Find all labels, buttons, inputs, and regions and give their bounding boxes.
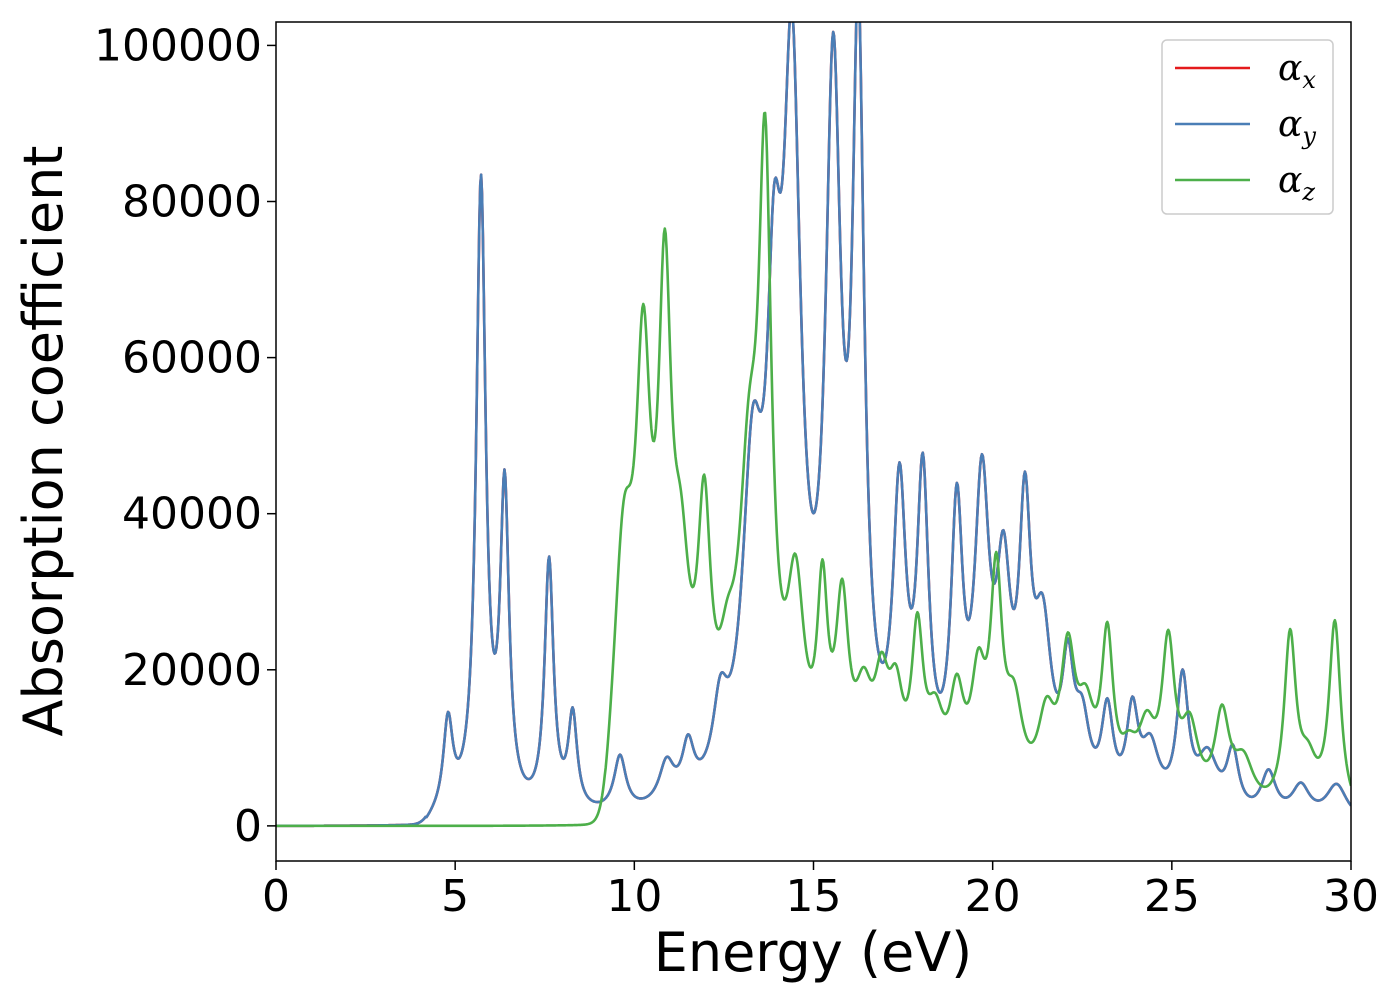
x-tick-label: 25 xyxy=(1144,871,1200,922)
series-layer xyxy=(276,22,1351,828)
x-tick-label: 30 xyxy=(1323,871,1379,922)
y-axis-title: Absorption coefficient xyxy=(12,146,75,737)
y-tick-label: 20000 xyxy=(122,645,262,696)
x-axis-title: Energy (eV) xyxy=(654,921,973,984)
y-tick-label: 60000 xyxy=(122,333,262,384)
y-tick-label: 100000 xyxy=(94,20,262,71)
legend: αx αy αz xyxy=(1161,39,1334,215)
legend-label: αy xyxy=(1278,104,1316,150)
series-line-2 xyxy=(276,22,1351,828)
y-tick-label: 40000 xyxy=(122,489,262,540)
legend-box xyxy=(1161,39,1334,215)
x-tick-label: 20 xyxy=(965,871,1021,922)
x-tick-label: 5 xyxy=(441,871,469,922)
series-line-3 xyxy=(276,111,1351,828)
x-tick-label: 0 xyxy=(262,871,290,922)
y-tick-label: 0 xyxy=(234,801,262,852)
legend-label: αx xyxy=(1278,48,1316,94)
x-axis: 0 5 10 15 20 25 30 xyxy=(262,861,1379,922)
legend-label: αz xyxy=(1278,160,1315,206)
x-tick-label: 10 xyxy=(606,871,662,922)
y-tick-label: 80000 xyxy=(122,177,262,228)
x-tick-label: 15 xyxy=(786,871,842,922)
y-axis: 0 20000 40000 60000 80000 100000 xyxy=(94,20,276,852)
